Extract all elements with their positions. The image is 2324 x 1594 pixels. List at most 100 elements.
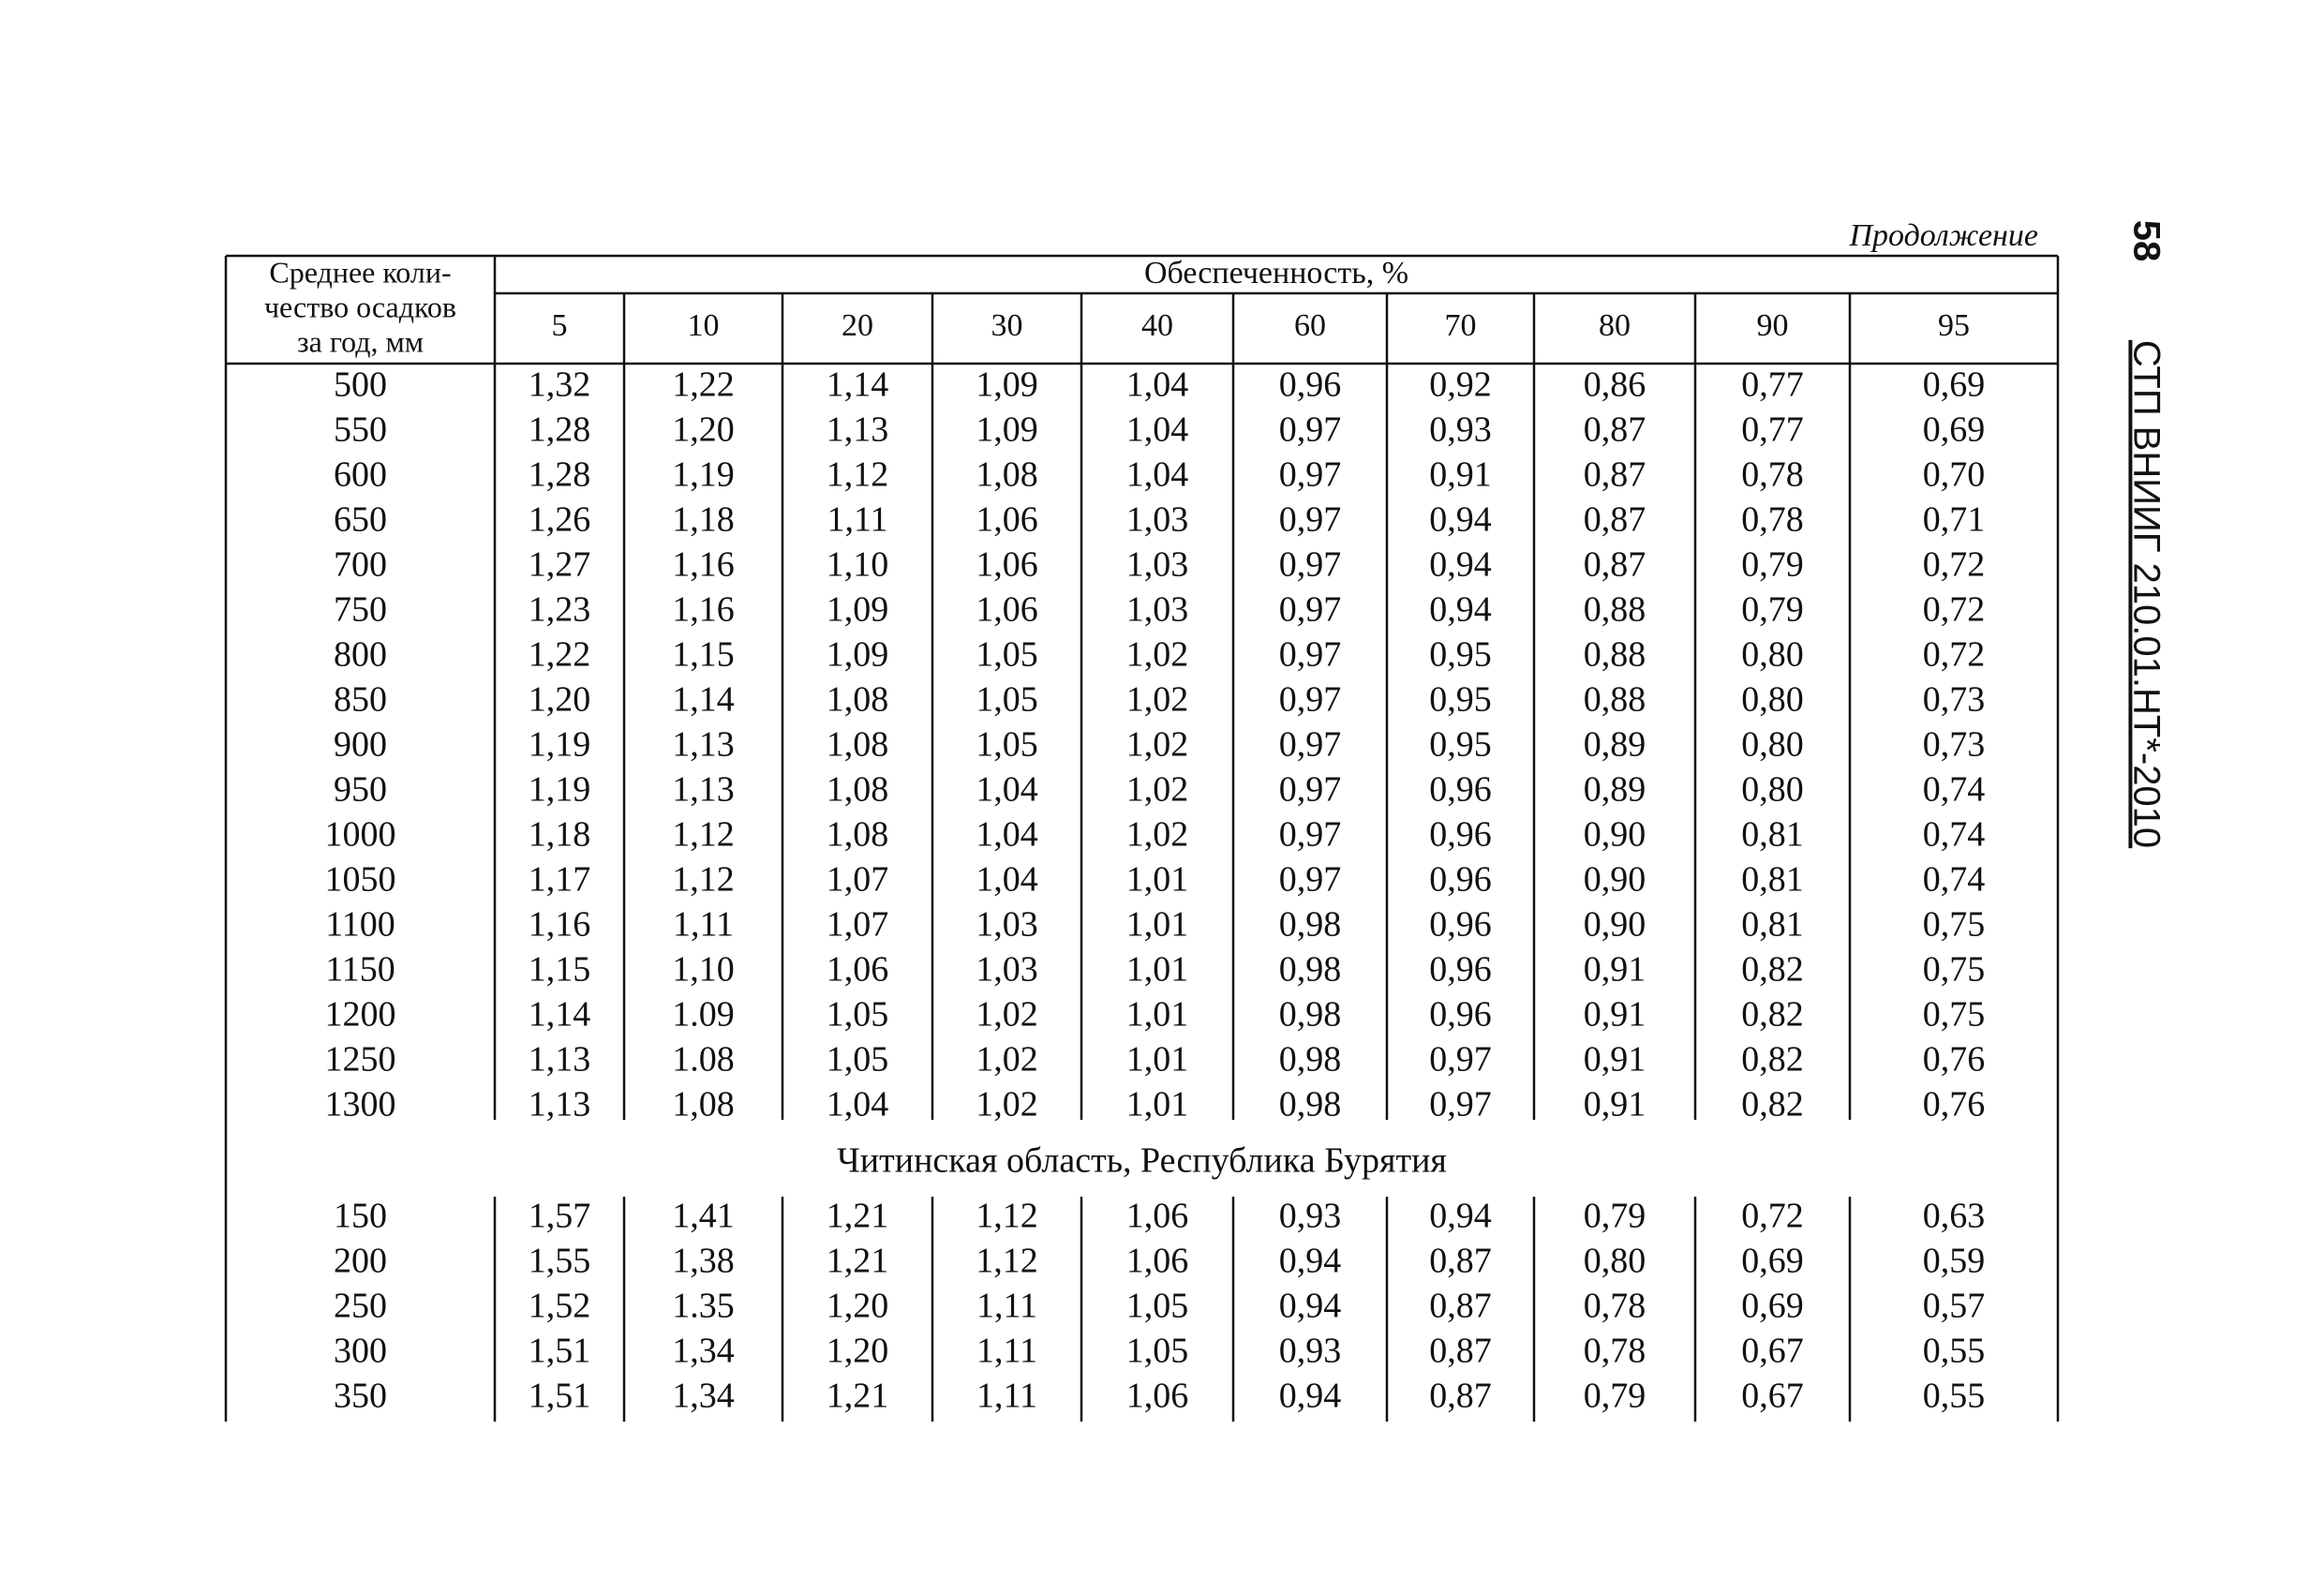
cell: 1050 — [325, 860, 396, 900]
cell: 0,93 — [1279, 1197, 1342, 1236]
cell: 0,97 — [1279, 590, 1342, 630]
cell: 0,81 — [1741, 815, 1804, 855]
cell: 1,06 — [976, 590, 1038, 630]
cell: 1,01 — [1126, 860, 1189, 900]
cell: 1,14 — [827, 365, 889, 405]
cell: 500 — [334, 365, 387, 405]
cell: 0,97 — [1279, 770, 1342, 810]
cell: 0,74 — [1923, 860, 1986, 900]
cell: 1,11 — [827, 500, 887, 540]
cell: 0,98 — [1279, 995, 1342, 1035]
cell: 1,05 — [976, 680, 1038, 720]
cell: 1,02 — [976, 1085, 1038, 1125]
cell: 1,18 — [672, 500, 735, 540]
cell: 1,34 — [672, 1332, 735, 1371]
cell: 0,82 — [1741, 1085, 1804, 1125]
cell: 0,70 — [1923, 455, 1986, 495]
cell: 0,82 — [1741, 995, 1804, 1035]
cell: 0,96 — [1429, 860, 1492, 900]
cell: 1,05 — [827, 1040, 889, 1080]
cell: 0,95 — [1429, 680, 1492, 720]
cell: 1,16 — [672, 545, 735, 585]
cell: 1,12 — [976, 1242, 1038, 1281]
cell: 1100 — [325, 905, 395, 945]
cell: 0,81 — [1741, 860, 1804, 900]
cell: 1,04 — [827, 1085, 889, 1125]
cell: 1,06 — [976, 545, 1038, 585]
cell: 0,72 — [1923, 635, 1986, 675]
cell: 0,72 — [1923, 590, 1986, 630]
cell: 0,96 — [1429, 995, 1492, 1035]
cell: 0,97 — [1279, 500, 1342, 540]
cell: 1,41 — [672, 1197, 735, 1236]
cell: 0,75 — [1923, 995, 1986, 1035]
cell: 0,98 — [1279, 905, 1342, 945]
cell: 0,80 — [1741, 635, 1804, 675]
cell: 0,95 — [1429, 635, 1492, 675]
cell: 1,12 — [672, 860, 735, 900]
column-header: 30 — [991, 308, 1023, 343]
cell: 1,03 — [1126, 590, 1189, 630]
cell: 0,74 — [1923, 770, 1986, 810]
cell: 0,96 — [1429, 950, 1492, 990]
cell: 0,82 — [1741, 1040, 1804, 1080]
cell: 0,87 — [1429, 1287, 1492, 1326]
cell: 0,67 — [1741, 1332, 1804, 1371]
page-number: 58 — [2125, 220, 2167, 262]
cell: 1,11 — [976, 1332, 1037, 1371]
cell: 1,08 — [827, 725, 889, 765]
cell: 1,04 — [976, 860, 1038, 900]
cell: 1,34 — [672, 1377, 735, 1416]
cell: 0,78 — [1741, 455, 1804, 495]
cell: 0,97 — [1279, 545, 1342, 585]
column-header: 5 — [552, 308, 568, 343]
cell: 0,89 — [1584, 770, 1646, 810]
cell: 1,12 — [827, 455, 889, 495]
cell: 1,14 — [672, 680, 735, 720]
cell: 0,88 — [1584, 590, 1646, 630]
cell: 0,94 — [1429, 545, 1492, 585]
column-header: 80 — [1599, 308, 1631, 343]
cell: 1,03 — [1126, 545, 1189, 585]
cell: 600 — [334, 455, 387, 495]
cell: 0,72 — [1741, 1197, 1804, 1236]
cell: 1,08 — [976, 455, 1038, 495]
cell: 0,77 — [1741, 410, 1804, 450]
cell: 1,02 — [1126, 635, 1189, 675]
cell: 1,01 — [1126, 950, 1189, 990]
cell: 1,10 — [827, 545, 889, 585]
row-header: за год, мм — [297, 324, 424, 358]
cell: 0,63 — [1923, 1197, 1986, 1236]
cell: 1,13 — [529, 1040, 591, 1080]
cell: 1,57 — [529, 1197, 591, 1236]
cell: 0,98 — [1279, 1040, 1342, 1080]
cell: 1,27 — [529, 545, 591, 585]
cell: 1,23 — [529, 590, 591, 630]
cell: 1,06 — [827, 950, 889, 990]
cell: 1,16 — [672, 590, 735, 630]
cell: 0,94 — [1429, 590, 1492, 630]
cell: 0,75 — [1923, 950, 1986, 990]
cell: 0,67 — [1741, 1377, 1804, 1416]
cell: 1,52 — [529, 1287, 591, 1326]
cell: 1200 — [325, 995, 396, 1035]
cell: 0,96 — [1429, 815, 1492, 855]
cell: 0,76 — [1923, 1040, 1986, 1080]
cell: 0,76 — [1923, 1085, 1986, 1125]
cell: 950 — [334, 770, 387, 810]
cell: 1,03 — [1126, 500, 1189, 540]
row-header: Среднее коли- — [269, 255, 451, 289]
cell: 1,07 — [827, 860, 889, 900]
cell: 0,91 — [1429, 455, 1492, 495]
cell: 1,11 — [673, 905, 734, 945]
cell: 1,19 — [529, 725, 591, 765]
cell: 1,13 — [672, 770, 735, 810]
cell: 900 — [334, 725, 387, 765]
cell: 1,04 — [976, 770, 1038, 810]
cell: 1,03 — [976, 905, 1038, 945]
cell: 0,77 — [1741, 365, 1804, 405]
cell: 1,05 — [1126, 1332, 1189, 1371]
column-header: 40 — [1141, 308, 1173, 343]
cell: 1150 — [325, 950, 395, 990]
cell: 0,94 — [1279, 1242, 1342, 1281]
